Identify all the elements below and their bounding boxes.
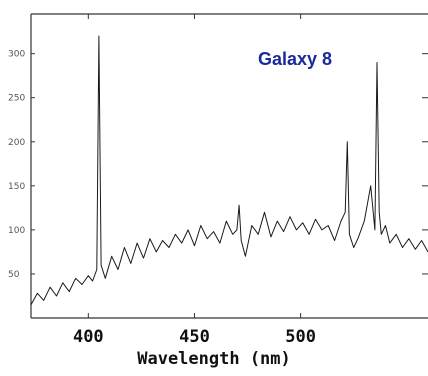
y-tick-label: 100	[8, 226, 25, 236]
x-axis-label: Wavelength (nm)	[137, 349, 291, 369]
x-ticks: 400 450 500	[73, 14, 316, 347]
y-ticks: 50 100 150 200 250 300	[8, 50, 428, 280]
x-tick-label: 500	[285, 327, 316, 347]
y-tick-label: 150	[8, 182, 25, 192]
y-tick-label: 300	[8, 50, 25, 60]
chart-title: Galaxy 8	[258, 49, 332, 69]
x-tick-label: 400	[73, 327, 104, 347]
spectrum-line	[30, 35, 428, 306]
axes	[30, 13, 428, 319]
y-tick-label: 250	[8, 94, 25, 104]
y-tick-label: 200	[8, 138, 25, 148]
x-tick-label: 450	[179, 327, 210, 347]
series-layer	[30, 35, 428, 306]
y-tick-label: 50	[8, 270, 20, 280]
